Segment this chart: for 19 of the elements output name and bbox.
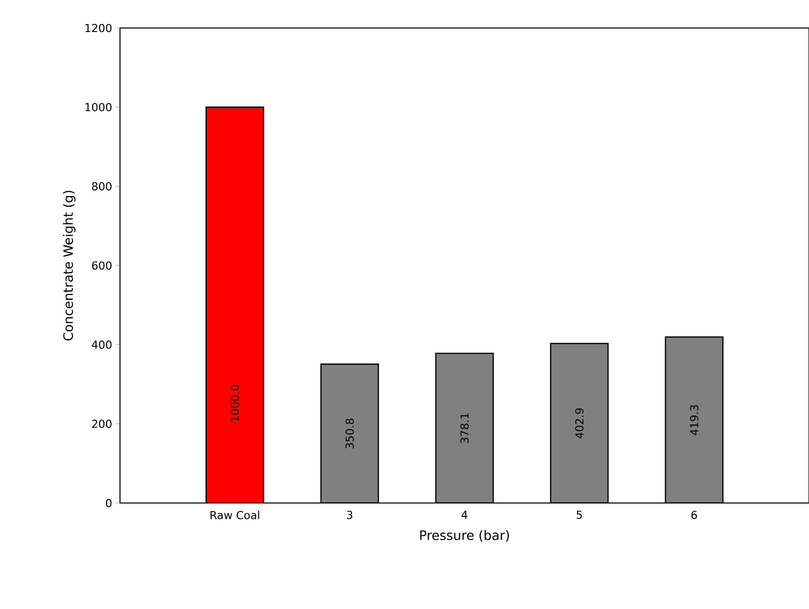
- data-label: 378.1: [460, 413, 469, 444]
- data-label: 402.9: [575, 408, 584, 438]
- x-axis-title: Pressure (bar): [420, 530, 509, 542]
- y-tick-label: 0: [106, 498, 112, 508]
- data-label: 1000.0: [230, 384, 239, 422]
- data-label: 419.3: [690, 405, 698, 436]
- y-tick-label: 1200: [86, 24, 112, 32]
- y-tick-label: 800: [92, 182, 112, 190]
- y-tick-label: 1000: [86, 103, 112, 112]
- x-tick-label: 6: [691, 510, 697, 520]
- x-tick-label: 4: [462, 510, 468, 519]
- data-label: 350.8: [346, 418, 354, 448]
- y-axis-title: Concentrate Weight (g): [62, 190, 76, 341]
- y-tick-label: 400: [92, 340, 112, 349]
- x-tick-label: Raw Coal: [210, 510, 260, 520]
- y-tick-label: 600: [92, 261, 112, 270]
- x-tick-label: 3: [347, 510, 352, 520]
- x-tick-label: 5: [576, 510, 582, 519]
- y-tick-label: 200: [92, 420, 112, 428]
